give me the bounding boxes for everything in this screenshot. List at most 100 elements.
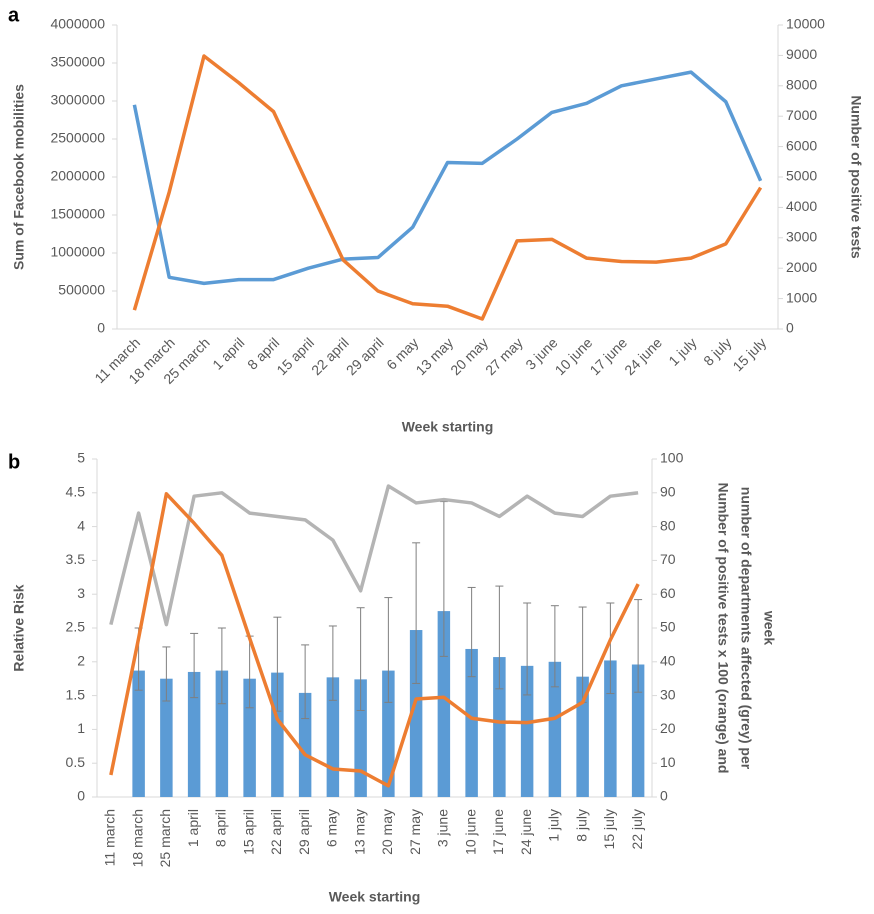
x-tick-label: 1 july [546,809,562,842]
x-axis-label: Week starting [329,889,421,905]
panel-label: b [8,451,20,473]
bar [548,661,562,797]
bar [409,630,423,797]
y2-tick-label: 1000 [786,289,817,305]
y2-tick-label: 6000 [786,137,817,153]
x-tick-label: 27 may [482,334,526,378]
bar [631,664,645,797]
y2-tick-label: 80 [660,517,676,533]
y2-tick-label: 2000 [786,259,817,275]
y-tick-label: 1000000 [50,244,105,260]
y2-tick-label: 4000 [786,198,817,214]
y-tick-label: 2000000 [50,168,105,184]
y-tick-label: 1 [77,720,85,736]
y-tick-label: 1.5 [66,686,86,702]
y-tick-label: 3 [77,585,85,601]
y2-tick-label: 10000 [786,16,825,32]
y2-tick-label: 0 [786,320,794,336]
y-axis-label: Relative Risk [11,584,27,671]
x-tick-label: 8 april [213,809,229,847]
x-tick-label: 17 june [490,809,506,855]
x-tick-label: 3 june [435,809,451,847]
y2-tick-label: 3000 [786,229,817,245]
panel-label: a [8,4,20,26]
y2-tick-label: 9000 [786,46,817,62]
y2-tick-label: 40 [660,653,676,669]
bar [160,678,173,797]
bar [604,660,617,797]
x-tick-label: 10 june [462,809,478,855]
x-tick-label: 1 april [209,334,247,372]
x-tick-label: 1 july [665,334,699,368]
bar [437,611,451,797]
y-tick-label: 2500000 [50,130,105,146]
y-tick-label: 500000 [58,282,105,298]
y2-tick-label: 5000 [786,168,817,184]
y2-tick-label: 0 [660,788,668,804]
x-tick-label: 20 may [447,334,491,378]
x-tick-label: 22 april [268,809,284,855]
x-tick-label: 27 may [407,809,423,855]
y2-tick-label: 90 [660,484,676,500]
bar [493,657,506,797]
y-tick-label: 5 [77,450,85,466]
y-tick-label: 2.5 [66,619,86,635]
y-tick-label: 0.5 [66,754,86,770]
x-tick-label: 18 march [129,809,145,867]
y2-axis-label: number of departments affected (grey) pe… [738,487,754,770]
y-tick-label: 4.5 [66,484,86,500]
x-tick-label: 24 june [518,809,534,855]
x-tick-label: 6 may [324,809,340,847]
y-tick-label: 1500000 [50,206,105,222]
bar [132,670,145,797]
y-tick-label: 0 [97,320,105,336]
y-tick-label: 0 [77,788,85,804]
x-axis-label: Week starting [402,419,494,435]
x-tick-label: 13 may [351,809,367,855]
x-tick-label: 10 june [552,334,596,378]
line-series [109,492,640,788]
bar [187,671,201,797]
x-tick-label: 15 july [729,334,769,374]
x-tick-label: 29 april [343,334,387,378]
y2-tick-label: 60 [660,585,676,601]
y-tick-label: 2 [77,653,85,669]
x-tick-label: 1 april [185,809,201,847]
y2-tick-label: 7000 [786,107,817,123]
x-tick-label: 15 april [273,334,317,378]
bar [215,670,229,797]
y2-axis-label: Number of positive tests x 100 (orange) … [715,483,731,774]
x-tick-label: 15 april [240,809,256,855]
x-tick-label: 17 june [586,334,630,378]
x-tick-label: 13 may [412,334,456,378]
bar [271,672,284,797]
bar [354,679,367,797]
x-tick-label: 22 july [629,809,645,849]
y2-tick-label: 70 [660,551,676,567]
line-series [109,484,639,627]
y-tick-label: 4 [77,517,85,533]
x-tick-label: 11 march [102,809,118,866]
y2-axis-label: week [761,610,777,645]
line-series [132,54,763,321]
line-series [132,70,763,286]
bar [465,648,478,797]
x-tick-label: 15 july [601,809,617,849]
y2-tick-label: 10 [660,754,676,770]
y2-tick-label: 50 [660,619,676,635]
bar [243,678,256,797]
y-tick-label: 3.5 [66,551,86,567]
x-tick-label: 24 june [621,334,665,378]
x-tick-label: 20 may [379,809,395,855]
bar [576,676,589,797]
y2-tick-label: 8000 [786,77,817,93]
x-tick-label: 8 july [573,809,589,842]
y2-tick-label: 20 [660,720,676,736]
x-tick-label: 22 april [308,334,352,378]
y2-tick-label: 100 [660,450,684,466]
y-tick-label: 4000000 [50,16,105,32]
y2-axis-label: Number of positive tests [848,95,864,259]
y-axis-label: Sum of Facebook mobilities [11,84,27,270]
